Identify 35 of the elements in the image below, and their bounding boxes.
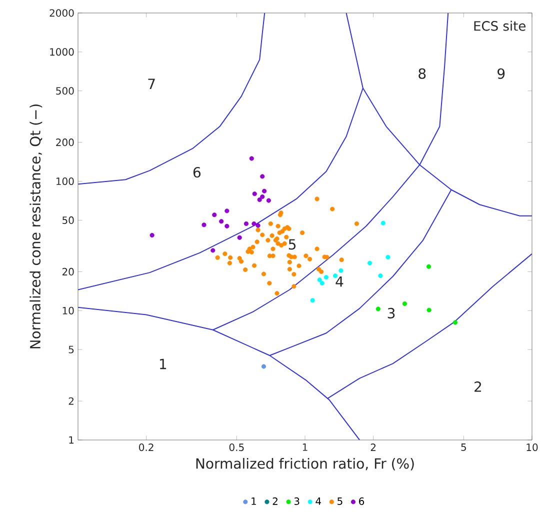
y-tick-label: 1000 [50, 48, 74, 56]
x-axis-title: Normalized friction ratio, Fr (%) [196, 458, 414, 470]
y-tick-label: 2000 [50, 9, 74, 17]
y-tick-label: 2 [68, 397, 74, 405]
y-tick-label: 500 [56, 87, 74, 95]
annotation: 3 [388, 308, 395, 318]
y-tick-label: 20 [62, 268, 74, 276]
annotation: 6 [193, 166, 201, 178]
annotation: 8 [418, 68, 426, 79]
x-tick-label: 1 [302, 444, 308, 451]
annotation: 7 [148, 78, 155, 89]
legend-label: 5 [338, 498, 342, 505]
x-tick-label: 10 [526, 444, 538, 452]
x-tick-label: 0.5 [229, 444, 244, 452]
x-tick-label: 0.2 [139, 444, 154, 452]
legend-label: 6 [359, 497, 364, 506]
y-tick-label: 200 [56, 138, 74, 146]
x-tick-label: 2 [370, 444, 376, 451]
legend-label: 4 [316, 498, 321, 505]
annotation: 5 [288, 239, 296, 250]
y-tick-label: 10 [62, 306, 74, 314]
annotation: 4 [336, 276, 344, 287]
annotation: 9 [498, 68, 505, 79]
annotation: ECS site [474, 20, 526, 31]
legend-label: 1 [252, 498, 256, 505]
y-axis-title: Normalized cone resistance, Qt (−) [30, 104, 42, 348]
annotation: 1 [160, 358, 166, 370]
y-tick-label: 50 [62, 216, 74, 224]
y-tick-label: 100 [56, 177, 74, 186]
legend-label: 3 [294, 497, 300, 506]
x-tick-label: 5 [461, 444, 466, 451]
y-tick-label: 5 [68, 346, 74, 354]
annotation: 2 [474, 381, 482, 392]
y-tick-label: 1 [69, 436, 74, 444]
legend-label: 2 [272, 497, 278, 505]
